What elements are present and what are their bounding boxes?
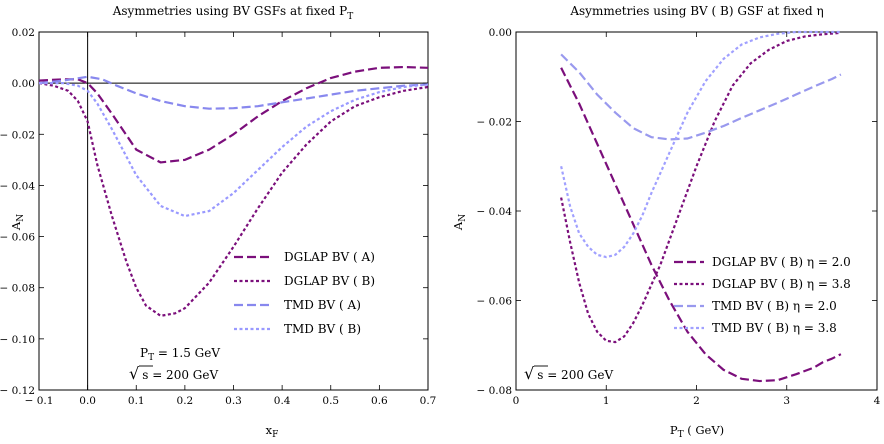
x-tick-label: 2: [693, 395, 700, 407]
right-annotation: √ s = 200 GeV: [524, 364, 613, 383]
y-tick-label: − 0.04: [476, 206, 512, 218]
series-line: [560, 67, 842, 383]
y-tick-label: − 0.12: [0, 385, 35, 397]
y-tick-label: − 0.10: [0, 334, 35, 346]
x-tick-label: 0.2: [177, 395, 194, 407]
series-line: [560, 53, 842, 141]
x-tick-label: 0.7: [420, 395, 437, 407]
series-line: [38, 65, 429, 164]
right-chart: Asymmetries using BV ( B) GSF at fixed η…: [451, 4, 881, 440]
sqrt-s-annotation-right: √ s = 200 GeV: [524, 364, 613, 383]
y-tick-label: − 0.02: [476, 117, 512, 129]
legend-label: TMD BV ( B) η = 3.8: [712, 321, 837, 335]
legend-label: TMD BV ( A): [284, 298, 361, 312]
series-line: [560, 31, 841, 344]
y-tick-label: − 0.08: [476, 385, 512, 397]
x-tick-label: 0.3: [225, 395, 242, 407]
x-tick-label: 0.4: [274, 395, 291, 407]
x-tick-label: 0.1: [128, 395, 145, 407]
legend: DGLAP BV ( A) DGLAP BV ( B) TMD BV ( A) TMD…: [234, 250, 375, 336]
x-tick-label: 0: [513, 395, 520, 407]
legend-label: DGLAP BV ( A): [284, 250, 375, 264]
x-tick-label: 1: [603, 395, 610, 407]
series-line: [38, 82, 429, 317]
y-tick-label: 0.00: [489, 27, 512, 39]
y-tick-label: − 0.08: [0, 283, 35, 295]
sqrt-s-annotation-left: √ s = 200 GeV: [129, 364, 218, 383]
y-tick-label: − 0.02: [0, 129, 35, 141]
x-tick-label: 0.6: [371, 395, 388, 407]
left-y-axis-label: AN: [9, 214, 26, 231]
pt-annotation: PT = 1.5 GeV: [140, 346, 220, 363]
x-tick-label: 0.5: [322, 395, 339, 407]
x-tick-label: − 0.1: [25, 395, 54, 407]
series-line: [38, 75, 429, 110]
y-tick-label: − 0.06: [0, 232, 35, 244]
legend-label: DGLAP BV ( B): [284, 274, 375, 288]
legend-label: DGLAP BV ( B) η = 2.0: [712, 255, 851, 269]
left-chart-title: Asymmetries using BV GSFs at fixed PT: [112, 4, 354, 22]
right-y-axis-label: AN: [451, 214, 468, 231]
legend-label: DGLAP BV ( B) η = 3.8: [712, 277, 851, 291]
legend-label: TMD BV ( B): [284, 322, 361, 336]
left-chart: Asymmetries using BV GSFs at fixed PT xF…: [0, 4, 436, 440]
series-line: [560, 30, 841, 259]
legend: DGLAP BV ( B) η = 2.0 DGLAP BV ( B) η = 3…: [674, 255, 851, 335]
right-chart-title: Asymmetries using BV ( B) GSF at fixed η: [569, 4, 823, 18]
y-tick-label: 0.00: [12, 78, 35, 90]
left-annotation: PT = 1.5 GeV √ s = 200 GeV: [129, 346, 220, 383]
x-tick-label: 4: [874, 395, 881, 407]
x-tick-label: 0.0: [79, 395, 96, 407]
left-x-axis-label: xF: [266, 423, 279, 440]
series-line: [39, 82, 429, 218]
y-tick-label: 0.02: [12, 27, 35, 39]
plot-frame: [38, 31, 429, 391]
legend-label: TMD BV ( B) η = 2.0: [712, 299, 837, 313]
right-x-axis-label: PT ( GeV): [670, 423, 724, 440]
y-tick-label: − 0.06: [476, 296, 512, 308]
x-tick-label: 3: [783, 395, 790, 407]
y-tick-label: − 0.04: [0, 180, 35, 192]
